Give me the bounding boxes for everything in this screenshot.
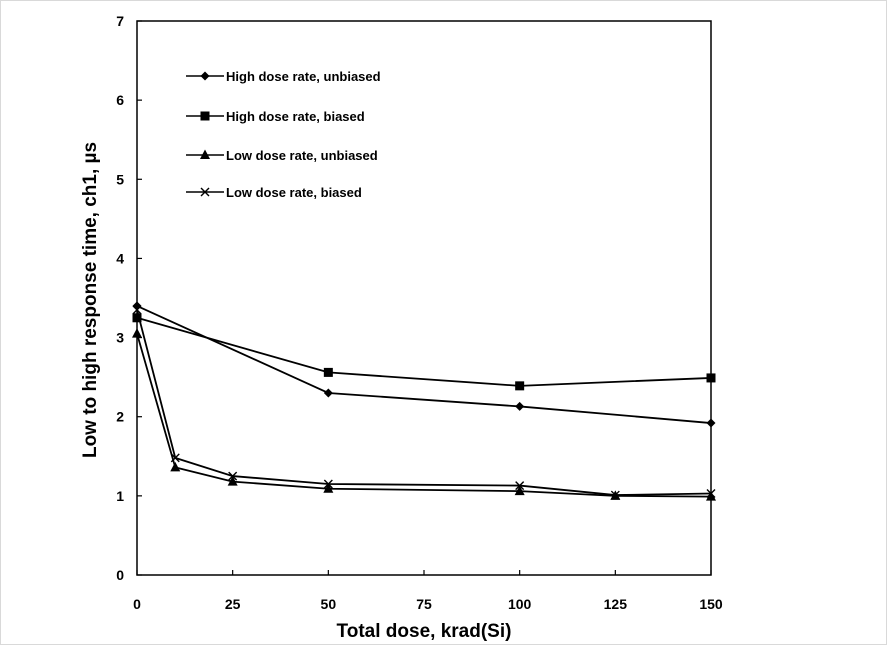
y-tick-label: 3 — [116, 330, 124, 346]
data-point-triangle — [132, 328, 142, 338]
data-point-x — [515, 481, 525, 491]
data-point-x — [170, 453, 180, 463]
legend-marker-x — [200, 187, 210, 197]
data-point-triangle — [323, 483, 334, 493]
legend: High dose rate, unbiased High dose rate, … — [186, 69, 381, 200]
data-point-square — [515, 381, 525, 391]
data-point-x — [706, 488, 716, 498]
x-tick-label: 125 — [604, 596, 628, 612]
data-point-square — [706, 373, 716, 383]
x-axis-title: Total dose, krad(Si) — [337, 621, 512, 642]
data-point-triangle — [514, 485, 525, 496]
data-point-triangle — [170, 461, 181, 472]
legend-item-3: Low dose rate, unbiased — [186, 148, 378, 163]
x-marker-stroke — [323, 479, 333, 489]
legend-label: High dose rate, biased — [226, 109, 365, 124]
series-3 — [132, 328, 716, 501]
x-marker-stroke — [228, 471, 238, 481]
x-axis-ticks: 0 25 50 75 100 125 150 — [133, 570, 723, 612]
legend-marker-diamond — [200, 71, 210, 81]
legend-label: Low dose rate, unbiased — [226, 148, 378, 163]
series-layer — [132, 301, 716, 501]
y-tick-label: 1 — [116, 488, 124, 504]
y-axis-ticks: 0 1 2 3 4 5 6 7 — [116, 13, 142, 583]
plot-area — [136, 20, 712, 576]
x-marker-stroke — [170, 453, 180, 463]
x-tick-label: 75 — [416, 596, 432, 612]
plot-border — [136, 20, 712, 576]
y-tick-label: 7 — [116, 13, 124, 29]
series-1 — [132, 301, 716, 428]
data-point-square — [323, 367, 333, 377]
data-point-diamond — [706, 418, 716, 428]
data-point-square — [132, 313, 142, 323]
series-line — [136, 316, 712, 387]
legend-marker-triangle — [200, 149, 210, 159]
x-tick-label: 150 — [699, 596, 723, 612]
data-point-diamond — [515, 401, 525, 411]
x-marker-stroke — [132, 305, 142, 315]
data-point-x — [228, 471, 238, 481]
legend-marker-square — [200, 111, 210, 121]
data-point-diamond — [323, 388, 333, 398]
y-tick-label: 5 — [116, 171, 124, 187]
data-point-x — [132, 305, 142, 315]
legend-item-1: High dose rate, unbiased — [186, 69, 381, 84]
x-marker-stroke — [706, 488, 716, 498]
y-tick-label: 2 — [116, 409, 124, 425]
legend-item-4: Low dose rate, biased — [186, 185, 362, 200]
x-tick-label: 100 — [508, 596, 532, 612]
y-tick-label: 4 — [116, 250, 124, 266]
legend-label: Low dose rate, biased — [226, 185, 362, 200]
y-axis-title: Low to high response time, ch1, µs — [80, 142, 101, 458]
x-tick-label: 50 — [321, 596, 337, 612]
series-2 — [132, 313, 716, 391]
data-point-x — [323, 479, 333, 489]
series-4 — [132, 305, 716, 500]
x-marker-stroke — [515, 481, 525, 491]
y-tick-label: 6 — [116, 92, 124, 108]
y-tick-label: 0 — [116, 567, 124, 583]
legend-item-2: High dose rate, biased — [186, 109, 365, 124]
data-point-triangle — [706, 491, 716, 501]
data-point-triangle — [227, 476, 238, 486]
x-marker-stroke — [610, 490, 620, 500]
x-marker-stroke — [200, 187, 210, 197]
legend-label: High dose rate, unbiased — [226, 69, 381, 84]
x-tick-label: 25 — [225, 596, 241, 612]
series-line — [136, 309, 712, 496]
series-line — [136, 305, 712, 424]
data-point-x — [610, 490, 620, 500]
x-tick-label: 0 — [133, 596, 141, 612]
